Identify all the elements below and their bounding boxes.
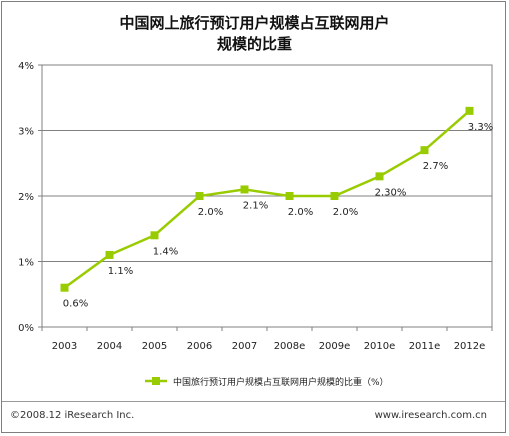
data-label: 3.3% bbox=[468, 122, 493, 133]
data-label: 2.7% bbox=[423, 161, 448, 172]
chart-title-line2: 规模的比重 bbox=[216, 35, 292, 53]
data-point bbox=[285, 192, 294, 200]
x-tick-label: 2008e bbox=[274, 341, 306, 352]
x-tick-label: 2003 bbox=[52, 341, 77, 352]
y-tick-label: 0% bbox=[18, 323, 34, 334]
y-tick-label: 3% bbox=[18, 127, 34, 138]
series-line bbox=[63, 109, 471, 289]
chart-title: 中国网上旅行预订用户规模占互联网用户 bbox=[119, 14, 390, 32]
data-label: 2.0% bbox=[333, 207, 358, 218]
x-tick-label: 2010e bbox=[364, 341, 396, 352]
data-label: 2.1% bbox=[243, 200, 268, 211]
data-label: 0.6% bbox=[63, 299, 88, 310]
y-tick-label: 2% bbox=[18, 192, 34, 203]
data-point bbox=[150, 231, 159, 240]
data-point bbox=[330, 192, 339, 200]
copyright-text: ©2008.12 iResearch Inc. bbox=[10, 410, 135, 421]
x-tick-label: 2011e bbox=[409, 341, 441, 352]
legend-marker bbox=[152, 377, 160, 385]
data-label: 2.0% bbox=[198, 207, 223, 218]
website-link[interactable]: www.iresearch.com.cn bbox=[374, 410, 487, 421]
y-tick-label: 1% bbox=[18, 258, 34, 269]
x-tick-label: 2007 bbox=[232, 341, 257, 352]
x-tick-label: 2012e bbox=[454, 341, 486, 352]
data-point bbox=[240, 185, 249, 194]
data-label: 1.4% bbox=[153, 246, 178, 257]
data-point bbox=[420, 146, 429, 155]
y-tick-label: 4% bbox=[18, 61, 34, 72]
x-tick-label: 2004 bbox=[97, 341, 122, 352]
x-tick-label: 2005 bbox=[142, 341, 167, 352]
data-label: 2.0% bbox=[288, 207, 313, 218]
data-label: 1.1% bbox=[108, 266, 133, 277]
data-point bbox=[195, 192, 204, 200]
data-label: 2.30% bbox=[375, 187, 407, 198]
x-tick-label: 2006 bbox=[187, 341, 212, 352]
legend-label: 中国旅行预订用户规模占互联网用户规模的比重（%） bbox=[173, 376, 389, 388]
data-point bbox=[375, 172, 384, 181]
data-point bbox=[60, 283, 69, 292]
data-point bbox=[105, 250, 114, 259]
x-tick-label: 2009e bbox=[319, 341, 351, 352]
footer-divider bbox=[2, 401, 505, 402]
data-point bbox=[465, 106, 474, 115]
